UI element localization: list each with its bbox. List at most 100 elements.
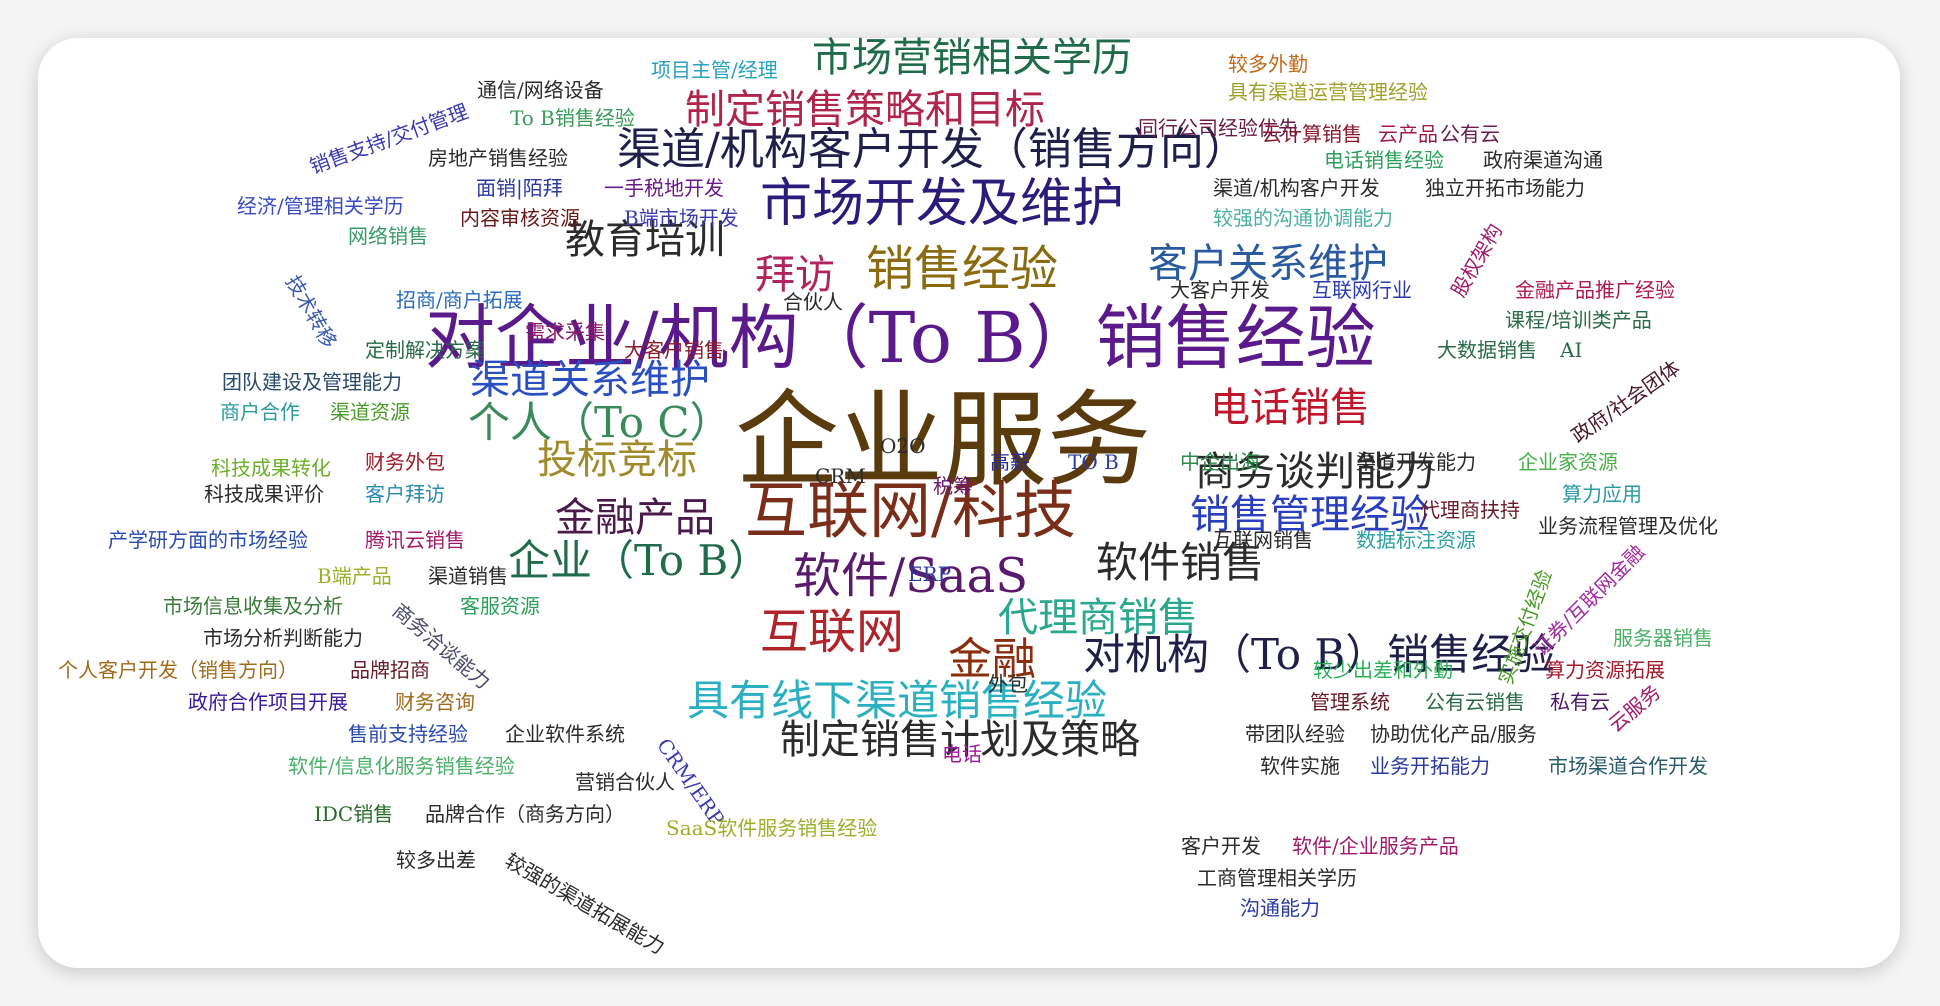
cloud-word: 较多外勤 bbox=[1228, 52, 1308, 76]
cloud-word: 政府/社会团体 bbox=[1566, 355, 1685, 449]
cloud-word: 公有云 bbox=[1440, 122, 1500, 146]
cloud-word: 互联网 bbox=[760, 604, 905, 660]
cloud-word: 网络销售 bbox=[348, 224, 428, 248]
cloud-word: 沟通能力 bbox=[1240, 896, 1320, 920]
cloud-word: 面销|陌拜 bbox=[476, 176, 563, 200]
cloud-word: 渠道开发能力 bbox=[1356, 450, 1476, 474]
cloud-word: 需求采集 bbox=[525, 320, 605, 344]
cloud-word: 一手税地开发 bbox=[604, 176, 724, 200]
cloud-word: 电话 bbox=[942, 742, 982, 766]
cloud-word: 制定销售计划及策略 bbox=[780, 717, 1140, 763]
cloud-word: 财务咨询 bbox=[395, 690, 475, 714]
cloud-word: 同行公司经验优先 bbox=[1138, 116, 1298, 140]
cloud-word: 协助优化产品/服务 bbox=[1370, 722, 1537, 746]
cloud-word: 独立开拓市场能力 bbox=[1425, 176, 1585, 200]
cloud-word: 公有云销售 bbox=[1425, 690, 1525, 714]
cloud-word: 金融产品推广经验 bbox=[1515, 278, 1675, 302]
cloud-word: 客户关系维护 bbox=[1148, 241, 1388, 287]
cloud-word: 市场分析判断能力 bbox=[203, 626, 363, 650]
cloud-word: 企业家资源 bbox=[1518, 450, 1618, 474]
cloud-word: 云产品 bbox=[1378, 122, 1438, 146]
cloud-word: 商务谈判能力 bbox=[1195, 449, 1435, 495]
cloud-word: 互联网/科技 bbox=[745, 474, 1076, 547]
cloud-word: SaaS软件服务销售经验 bbox=[666, 816, 878, 840]
cloud-word: 服务器销售 bbox=[1613, 626, 1713, 650]
cloud-word: 云服务 bbox=[1603, 679, 1666, 737]
cloud-word: 商户合作 bbox=[220, 400, 300, 424]
cloud-word: 高薪 bbox=[990, 450, 1030, 474]
cloud-word: 渠道资源 bbox=[330, 400, 410, 424]
cloud-word: 渠道销售 bbox=[428, 564, 508, 588]
cloud-word: 课程/培训类产品 bbox=[1505, 308, 1652, 332]
cloud-word: 定制解决方案 bbox=[365, 338, 485, 362]
cloud-word: 企业软件系统 bbox=[505, 722, 625, 746]
cloud-word: 税筹 bbox=[933, 474, 973, 498]
cloud-word: 科技成果转化 bbox=[211, 456, 331, 480]
cloud-word: 客户开发 bbox=[1181, 834, 1261, 858]
cloud-word: 具有线下渠道销售经验 bbox=[687, 676, 1108, 725]
cloud-word: 销售经验 bbox=[866, 241, 1059, 297]
cloud-word: To B销售经验 bbox=[510, 106, 635, 130]
cloud-word: 营销合伙人 bbox=[575, 770, 675, 794]
cloud-word: 具有渠道运营管理经验 bbox=[1228, 80, 1428, 104]
cloud-word: 科技成果评价 bbox=[204, 482, 324, 506]
cloud-word: 大客户开发 bbox=[1170, 278, 1270, 302]
cloud-word: 销售管理经验 bbox=[1190, 492, 1430, 538]
cloud-word: 品牌合作（商务方向） bbox=[425, 802, 625, 826]
cloud-word: 财务外包 bbox=[365, 450, 445, 474]
cloud-word: 带团队经验 bbox=[1245, 722, 1345, 746]
cloud-word: 互联网销售 bbox=[1213, 528, 1313, 552]
cloud-word: 教育培训 bbox=[565, 217, 725, 263]
cloud-word: 管理系统 bbox=[1310, 690, 1390, 714]
cloud-word: 工商管理相关学历 bbox=[1197, 866, 1357, 890]
cloud-word: TO B bbox=[1068, 450, 1119, 474]
cloud-word: 房地产销售经验 bbox=[428, 146, 568, 170]
cloud-word: 代理商扶持 bbox=[1420, 498, 1520, 522]
cloud-word: 算力应用 bbox=[1562, 482, 1642, 506]
cloud-word: 政府合作项目开展 bbox=[188, 690, 348, 714]
cloud-word: B端产品 bbox=[317, 564, 392, 588]
cloud-word: 代理商销售 bbox=[998, 595, 1198, 641]
cloud-word: 政府渠道沟通 bbox=[1483, 148, 1603, 172]
cloud-word: 软件销售 bbox=[1096, 538, 1265, 587]
cloud-word: 对机构（To B）销售经验 bbox=[1083, 630, 1556, 679]
cloud-word: 售前支持经验 bbox=[348, 722, 468, 746]
cloud-word: 市场营销相关学历 bbox=[812, 35, 1132, 81]
cloud-word: 金融产品 bbox=[555, 495, 715, 541]
cloud-word: 算力资源拓展 bbox=[1545, 658, 1665, 682]
cloud-word: 中企出海 bbox=[1180, 450, 1260, 474]
cloud-word: 腾讯云销售 bbox=[365, 528, 465, 552]
cloud-word: CRM bbox=[815, 464, 866, 488]
cloud-word: 电话销售经验 bbox=[1324, 148, 1444, 172]
cloud-word: 企业服务 bbox=[735, 379, 1152, 501]
cloud-word: 业务开拓能力 bbox=[1370, 754, 1490, 778]
cloud-word: 个人客户开发（销售方向） bbox=[58, 658, 298, 682]
cloud-word: 投标竞标 bbox=[537, 437, 697, 483]
cloud-word: 大数据销售 bbox=[1437, 338, 1537, 362]
cloud-word: 大客户销售 bbox=[624, 338, 724, 362]
cloud-word: 渠道/机构客户开发（销售方向） bbox=[617, 124, 1248, 175]
cloud-word: 项目主管/经理 bbox=[651, 58, 778, 82]
cloud-word: 软件实施 bbox=[1260, 754, 1340, 778]
word-cloud-card bbox=[38, 38, 1900, 968]
cloud-word: 产学研方面的市场经验 bbox=[108, 528, 308, 552]
cloud-word: 客户拜访 bbox=[365, 482, 445, 506]
cloud-word: 软件/信息化服务销售经验 bbox=[288, 754, 515, 778]
cloud-word: 较强的渠道拓展能力 bbox=[501, 848, 669, 960]
cloud-word: 较多出差 bbox=[396, 848, 476, 872]
cloud-word: 对企业/机构（To B）销售经验 bbox=[425, 297, 1376, 379]
cloud-word: 软件/SaaS bbox=[793, 548, 1029, 604]
cloud-word: 外包 bbox=[988, 672, 1028, 696]
cloud-word: 业务流程管理及优化 bbox=[1538, 514, 1718, 538]
cloud-word: 金融 bbox=[948, 634, 1036, 685]
cloud-word: 电话销售 bbox=[1210, 385, 1370, 431]
cloud-word: 私有云 bbox=[1550, 690, 1610, 714]
cloud-word: 股权架构 bbox=[1446, 219, 1508, 301]
cloud-word: 企业（To B） bbox=[508, 536, 771, 585]
cloud-word: 制定销售策略和目标 bbox=[685, 87, 1045, 133]
cloud-word: 品牌招商 bbox=[350, 658, 430, 682]
cloud-word: 市场开发及维护 bbox=[760, 174, 1125, 234]
cloud-word: 市场渠道合作开发 bbox=[1548, 754, 1708, 778]
cloud-word: O2O bbox=[880, 434, 926, 458]
